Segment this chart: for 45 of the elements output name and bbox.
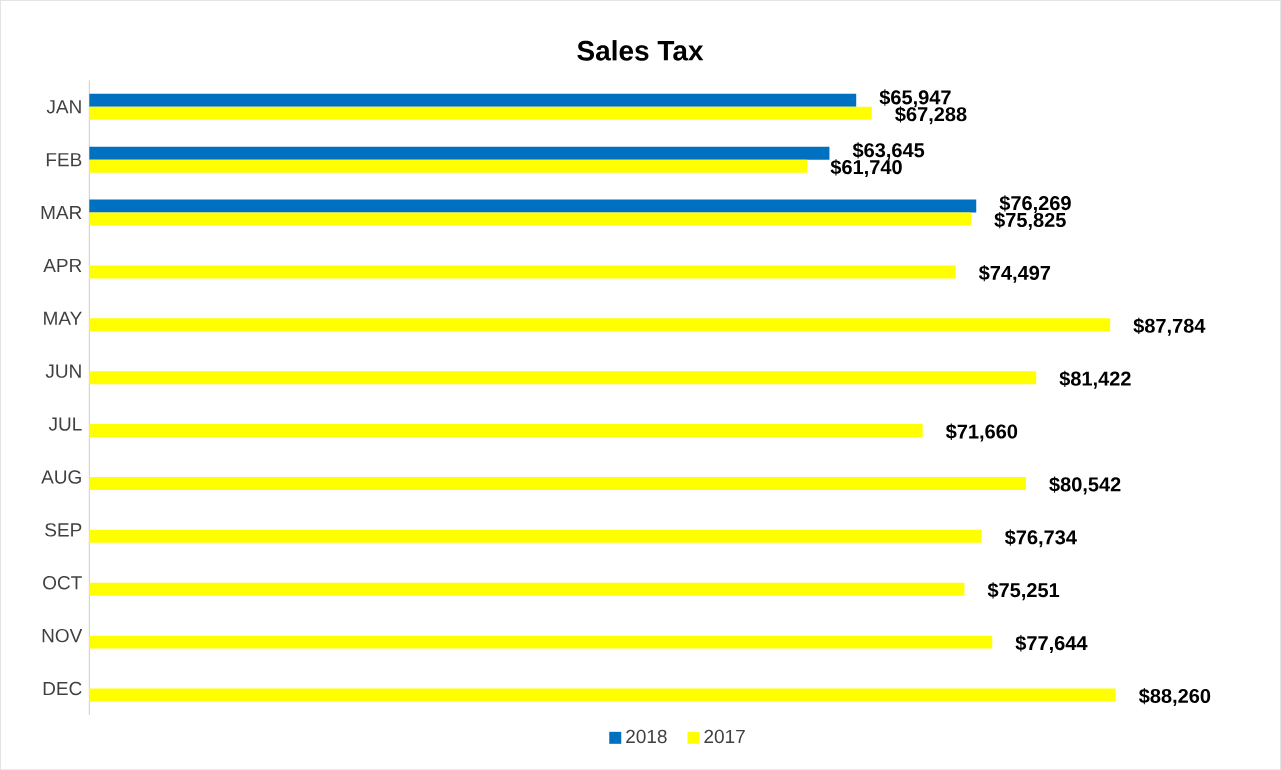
data-label: $76,269: [999, 194, 1071, 213]
bar: [89, 476, 1026, 490]
data-label: $75,251: [987, 582, 1060, 601]
data-label: $63,645: [852, 142, 925, 161]
y-tick-label: SEP: [45, 522, 82, 537]
data-label: $67,288: [895, 106, 967, 125]
bar: [89, 635, 993, 649]
data-label: $81,422: [1059, 370, 1131, 389]
y-tick-label: APR: [43, 258, 82, 272]
bar: [89, 212, 972, 226]
bar: [89, 159, 808, 173]
data-label: $71,660: [945, 423, 1018, 442]
data-label: $74,497: [978, 264, 1051, 283]
data-label: $87,784: [1133, 317, 1206, 336]
data-label: $80,542: [1049, 476, 1121, 495]
legend-label: 2017: [704, 729, 745, 743]
bar: [89, 688, 1116, 702]
data-label: $88,260: [1138, 687, 1211, 706]
data-label: $75,825: [994, 211, 1066, 230]
y-tick-label: OCT: [43, 575, 82, 590]
y-tick-label: AUG: [41, 470, 81, 484]
y-tick-label: NOV: [42, 628, 83, 643]
bar: [89, 199, 977, 213]
data-label: $65,947: [879, 89, 951, 108]
data-label: $77,644: [1015, 634, 1088, 653]
bar: [89, 93, 857, 107]
bar: [89, 265, 956, 279]
bar: [89, 582, 965, 596]
y-tick-label: DEC: [43, 681, 82, 696]
y-tick-label: JUL: [48, 417, 82, 431]
y-tick-label: MAR: [41, 205, 82, 219]
data-label: $61,740: [830, 158, 902, 177]
y-tick-label: JUN: [45, 364, 81, 378]
y-tick-label: JAN: [46, 100, 81, 114]
bar: [89, 371, 1037, 385]
legend-label: 2018: [626, 729, 667, 743]
y-tick-label: FEB: [46, 152, 82, 167]
y-tick-label: MAY: [44, 311, 82, 325]
chart-title: Sales Tax: [577, 39, 704, 61]
bar: [89, 146, 830, 160]
bar: [89, 106, 872, 120]
data-label: $76,734: [1004, 529, 1077, 548]
bar: [89, 529, 982, 543]
bar: [89, 318, 1111, 332]
bar: [89, 423, 923, 437]
